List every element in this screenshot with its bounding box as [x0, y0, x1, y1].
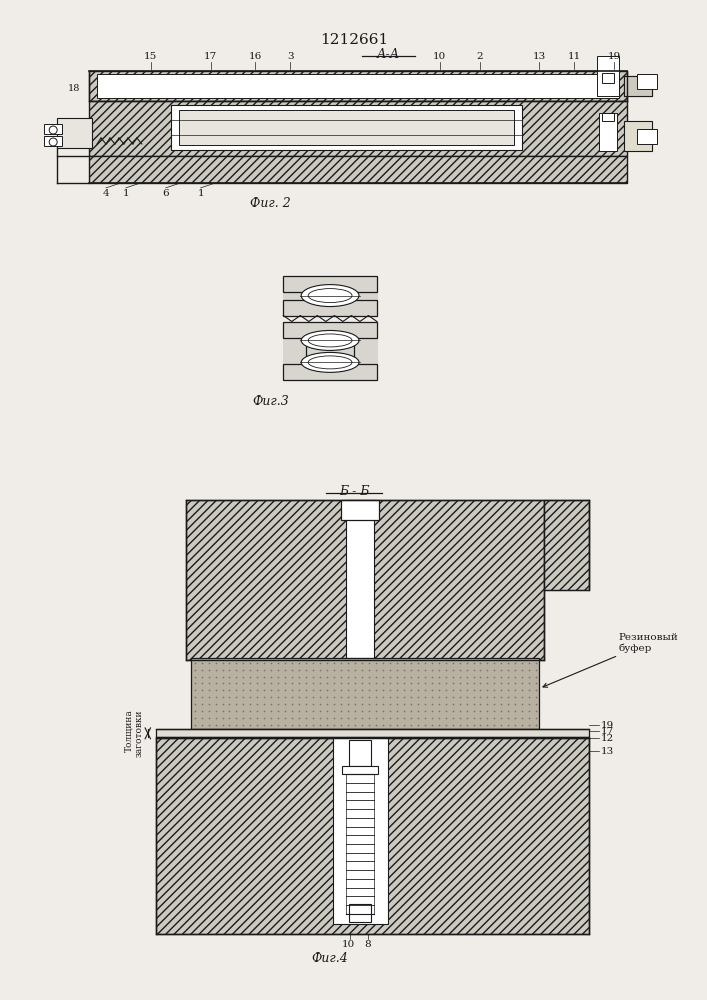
Text: 11: 11	[568, 52, 580, 61]
Bar	[624, 76, 652, 96]
Ellipse shape	[301, 285, 359, 307]
Bar	[597, 56, 619, 96]
Text: 15: 15	[144, 52, 158, 61]
Text: 18: 18	[68, 84, 81, 93]
Text: 1: 1	[197, 189, 204, 198]
Text: 6: 6	[163, 189, 169, 198]
Bar	[89, 156, 627, 183]
Bar	[341, 500, 379, 520]
Text: 13: 13	[601, 747, 614, 756]
Text: 17: 17	[204, 52, 217, 61]
Bar	[57, 118, 92, 148]
Text: Фиг.4: Фиг.4	[312, 952, 349, 965]
Bar	[544, 500, 589, 590]
Bar	[89, 101, 627, 156]
Text: 10: 10	[433, 52, 446, 61]
Text: Б - Б: Б - Б	[339, 485, 369, 498]
Bar	[45, 136, 62, 146]
Ellipse shape	[301, 330, 359, 350]
Bar	[191, 658, 539, 729]
Bar	[333, 738, 388, 924]
Text: 10: 10	[341, 940, 355, 949]
Text: 3: 3	[287, 52, 293, 61]
Text: 2: 2	[477, 52, 483, 61]
Text: Фиг. 2: Фиг. 2	[250, 197, 291, 210]
Text: Резиновый
буфер: Резиновый буфер	[543, 633, 679, 687]
Text: 1212661: 1212661	[320, 33, 388, 47]
Text: 8: 8	[365, 940, 371, 949]
Bar	[186, 500, 544, 660]
Bar	[637, 129, 657, 144]
Circle shape	[49, 138, 57, 146]
Text: 19: 19	[607, 52, 621, 61]
Ellipse shape	[308, 334, 352, 347]
Text: 4: 4	[103, 189, 110, 198]
Text: 16: 16	[249, 52, 262, 61]
Text: 12: 12	[601, 734, 614, 743]
Bar	[349, 740, 371, 766]
Circle shape	[49, 126, 57, 134]
Text: Толщина
заготовки: Толщина заготовки	[124, 710, 144, 757]
Ellipse shape	[308, 289, 352, 303]
Bar	[45, 124, 62, 134]
Text: 13: 13	[532, 52, 546, 61]
Polygon shape	[284, 322, 377, 380]
Text: 17: 17	[601, 727, 614, 736]
Bar	[602, 73, 614, 83]
Bar	[97, 74, 619, 98]
Bar	[624, 76, 652, 96]
Ellipse shape	[308, 356, 352, 369]
Bar	[637, 74, 657, 89]
Bar	[349, 904, 371, 922]
Bar	[346, 500, 374, 658]
Bar	[156, 729, 589, 737]
Bar	[342, 766, 378, 774]
Bar	[89, 71, 627, 101]
Ellipse shape	[301, 352, 359, 372]
Text: А-А: А-А	[376, 48, 399, 61]
Bar	[179, 110, 515, 145]
Bar	[284, 276, 378, 316]
Bar	[156, 738, 589, 934]
Polygon shape	[284, 276, 377, 316]
Text: 19: 19	[601, 721, 614, 730]
Text: 1: 1	[122, 189, 129, 198]
Bar	[599, 113, 617, 151]
Text: Фиг.3: Фиг.3	[252, 395, 288, 408]
Bar	[284, 322, 378, 380]
Bar	[544, 500, 589, 590]
Bar	[170, 105, 522, 150]
Bar	[602, 113, 614, 121]
Bar	[624, 121, 652, 151]
